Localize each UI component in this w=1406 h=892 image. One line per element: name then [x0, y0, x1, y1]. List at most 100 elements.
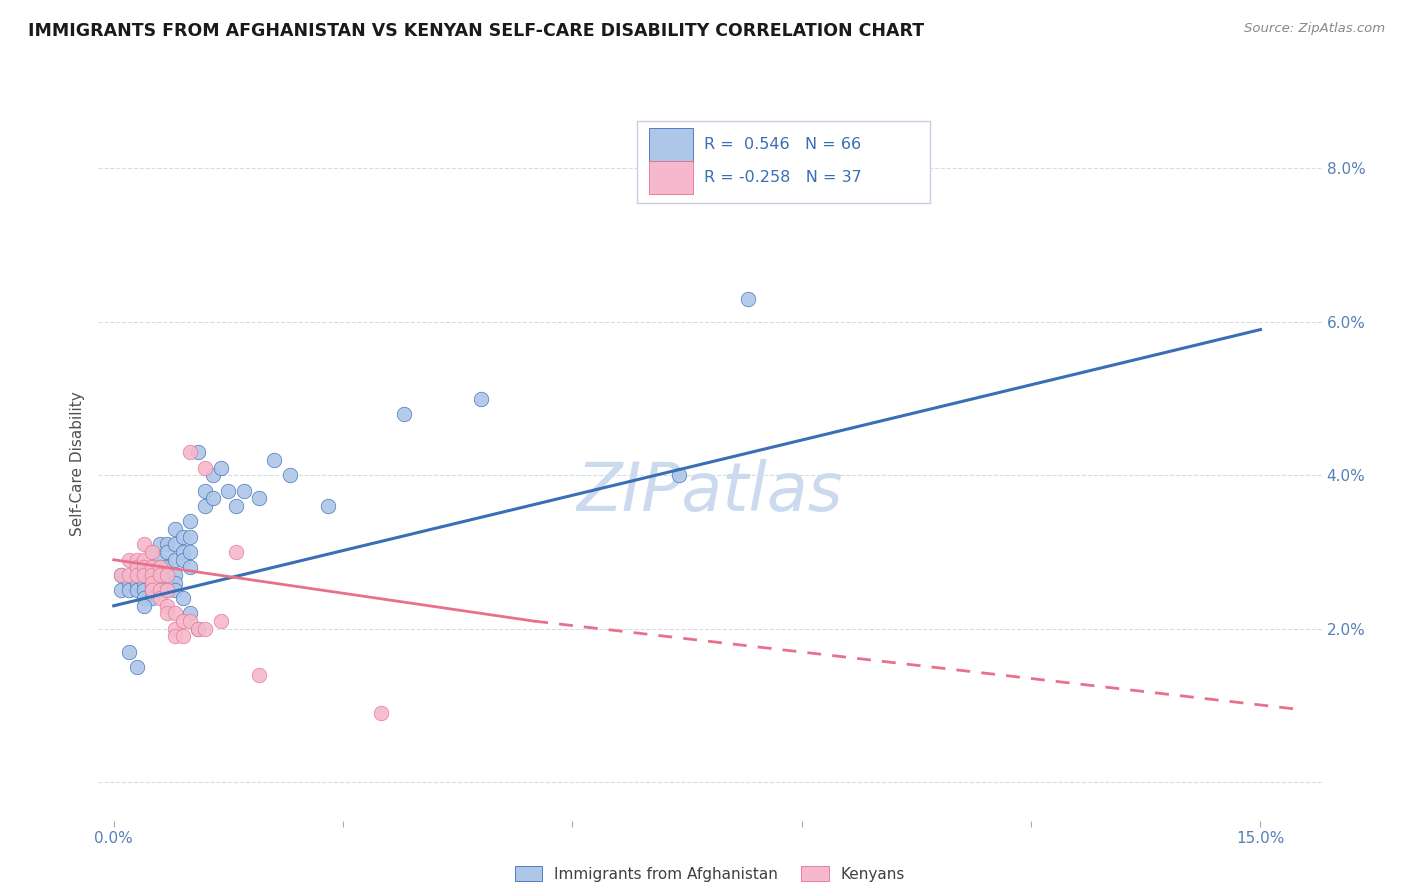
Point [156, 599, 179, 613]
Y-axis label: Self-Care Disability: Self-Care Disability [70, 392, 86, 536]
Point [668, 468, 690, 483]
Point [118, 568, 141, 582]
Point [179, 515, 201, 529]
Point [156, 607, 179, 621]
Point [172, 553, 194, 567]
Point [225, 545, 247, 559]
Text: R = -0.258   N = 37: R = -0.258 N = 37 [704, 170, 862, 186]
Point [163, 522, 186, 536]
Point [149, 583, 172, 598]
Point [209, 460, 232, 475]
Point [187, 445, 209, 459]
Point [118, 645, 141, 659]
Point [149, 560, 172, 574]
Point [194, 499, 217, 513]
Point [194, 483, 217, 498]
Point [232, 483, 254, 498]
Point [141, 568, 163, 582]
Point [247, 491, 270, 506]
Point [149, 583, 172, 598]
Point [141, 545, 163, 559]
Point [156, 560, 179, 574]
Point [141, 560, 163, 574]
Point [156, 568, 179, 582]
Point [141, 560, 163, 574]
Point [134, 591, 156, 606]
Point [141, 591, 163, 606]
Point [149, 537, 172, 551]
Point [125, 660, 148, 674]
Point [125, 575, 148, 590]
Point [149, 568, 172, 582]
Point [156, 537, 179, 551]
Point [163, 630, 186, 644]
Point [187, 622, 209, 636]
Point [202, 468, 225, 483]
Point [209, 614, 232, 628]
Point [194, 460, 217, 475]
Point [125, 553, 148, 567]
Point [156, 575, 179, 590]
Point [163, 568, 186, 582]
Point [141, 575, 163, 590]
FancyBboxPatch shape [650, 161, 693, 194]
Point [134, 583, 156, 598]
Text: IMMIGRANTS FROM AFGHANISTAN VS KENYAN SELF-CARE DISABILITY CORRELATION CHART: IMMIGRANTS FROM AFGHANISTAN VS KENYAN SE… [28, 22, 924, 40]
Point [149, 553, 172, 567]
Point [179, 445, 201, 459]
Point [149, 560, 172, 574]
Point [172, 591, 194, 606]
Point [156, 583, 179, 598]
Point [110, 568, 132, 582]
Point [470, 392, 492, 406]
Point [149, 575, 172, 590]
Point [134, 537, 156, 551]
Point [134, 599, 156, 613]
Point [179, 607, 201, 621]
Point [141, 583, 163, 598]
Point [141, 568, 163, 582]
Point [392, 407, 416, 421]
FancyBboxPatch shape [637, 121, 931, 203]
Point [149, 568, 172, 582]
Text: ZIPatlas: ZIPatlas [576, 459, 844, 525]
Point [125, 560, 148, 574]
Text: Source: ZipAtlas.com: Source: ZipAtlas.com [1244, 22, 1385, 36]
Point [172, 630, 194, 644]
Point [149, 591, 172, 606]
Point [118, 575, 141, 590]
Point [118, 553, 141, 567]
Point [163, 553, 186, 567]
Point [118, 583, 141, 598]
Point [163, 622, 186, 636]
Point [172, 614, 194, 628]
Point [134, 553, 156, 567]
Point [179, 530, 201, 544]
Point [225, 499, 247, 513]
Point [187, 622, 209, 636]
Point [163, 537, 186, 551]
Point [125, 583, 148, 598]
Point [163, 575, 186, 590]
Point [134, 560, 156, 574]
Point [141, 583, 163, 598]
Point [737, 292, 759, 306]
Point [125, 560, 148, 574]
Point [156, 545, 179, 559]
Point [163, 583, 186, 598]
Point [125, 568, 148, 582]
Point [141, 545, 163, 559]
Point [263, 453, 285, 467]
Point [156, 568, 179, 582]
Point [172, 545, 194, 559]
Point [278, 468, 301, 483]
Point [110, 583, 132, 598]
Point [163, 607, 186, 621]
Point [247, 668, 270, 682]
Point [370, 706, 392, 721]
Point [110, 568, 132, 582]
Point [156, 583, 179, 598]
Point [141, 575, 163, 590]
Text: R =  0.546   N = 66: R = 0.546 N = 66 [704, 136, 860, 152]
Point [134, 568, 156, 582]
